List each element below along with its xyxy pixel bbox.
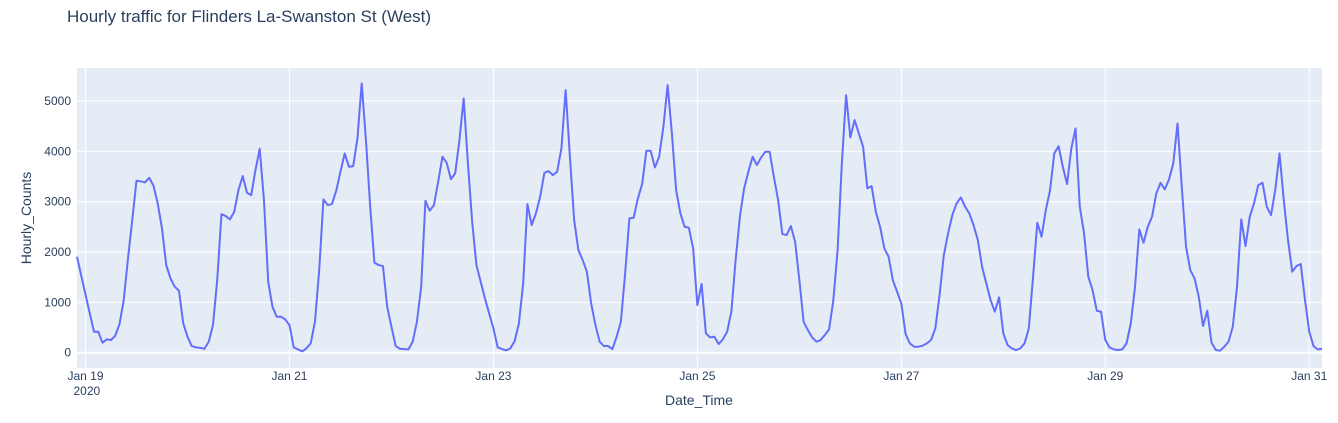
x-tick-year-label: 2020 [73,384,100,398]
y-tick-label: 3000 [44,195,71,209]
x-tick-label: Jan 21 [271,369,307,383]
x-tick-label: Jan 25 [679,369,715,383]
x-axis-title: Date_Time [665,392,733,408]
y-axis-title: Hourly_Counts [18,172,34,265]
y-tick-label: 2000 [44,245,71,259]
x-tick-label: Jan 27 [883,369,919,383]
x-tick-label: Jan 29 [1087,369,1123,383]
y-tick-label: 0 [64,346,71,360]
y-tick-label: 1000 [44,295,71,309]
series-line-hourly-counts [76,82,1323,353]
x-tick-label: Jan 19 [67,369,103,383]
y-tick-label: 4000 [44,144,71,158]
gridlines [77,68,1322,368]
chart-title: Hourly traffic for Flinders La-Swanston … [67,7,432,26]
x-tick-label: Jan 23 [475,369,511,383]
y-tick-label: 5000 [44,94,71,108]
plot-area [77,68,1322,368]
x-tick-label: Jan 31 [1291,369,1327,383]
